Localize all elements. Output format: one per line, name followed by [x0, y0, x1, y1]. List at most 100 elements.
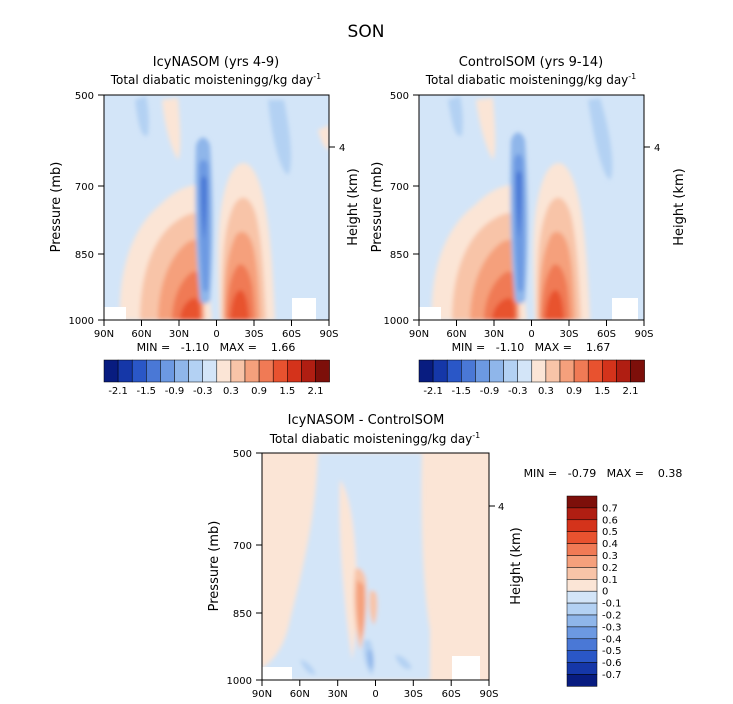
y-axis-left: 500 700 850 1000 Pressure (mb) — [49, 91, 104, 327]
y-tick-label: 1000 — [384, 316, 409, 327]
colorbar-label: 0 — [602, 587, 608, 598]
panel-icynasom: IcyNASOM (yrs 4-9) Total diabatic moiste… — [49, 55, 361, 397]
colorbar-label: 0.3 — [602, 551, 618, 562]
contour-field — [262, 453, 480, 680]
x-tick-label: 90S — [319, 329, 338, 340]
panel-controlsom: ControlSOM (yrs 9-14) Total diabatic moi… — [370, 55, 687, 397]
x-tick-label: 30S — [244, 329, 263, 340]
colorbar-label: 0.9 — [566, 386, 582, 397]
x-tick-label: 30N — [484, 329, 504, 340]
x-axis: 90N 60N 30N 0 30S 60S 90S — [252, 680, 499, 700]
y-axis-label: Pressure (mb) — [370, 162, 385, 253]
colorbar-label: -0.2 — [602, 611, 622, 622]
colorbar-label: 0.9 — [251, 386, 267, 397]
colorbar-label: -0.4 — [602, 634, 622, 645]
contour-field — [419, 96, 638, 320]
y-tick-label: 850 — [390, 250, 409, 261]
x-tick-label: 60S — [442, 689, 461, 700]
x-axis: 90N 60N 30N 0 30S 60S 90S — [409, 320, 654, 340]
right-axis-label: Height (km) — [509, 527, 524, 604]
panel-title: ControlSOM (yrs 9-14) — [459, 55, 603, 70]
x-tick-label: 60S — [282, 329, 301, 340]
x-tick-label: 0 — [213, 329, 219, 340]
y-axis-right: 4 Height (km) — [644, 143, 687, 246]
min-max-readout: MIN = -1.10 MAX = 1.66 — [137, 341, 296, 354]
x-tick-label: 30N — [328, 689, 348, 700]
x-tick-label: 30N — [169, 329, 189, 340]
y-axis-right: 4 Height (km) — [489, 502, 524, 605]
y-tick-label: 700 — [233, 541, 252, 552]
colorbar-label: 0.5 — [602, 527, 618, 538]
y-tick-label: 500 — [390, 91, 409, 102]
colorbar-label: 0.1 — [602, 575, 618, 586]
colorbar-label: 0.4 — [602, 539, 618, 550]
x-tick-label: 0 — [372, 689, 378, 700]
x-tick-label: 0 — [528, 329, 534, 340]
x-tick-label: 90S — [634, 329, 653, 340]
colorbar-label: -1.5 — [137, 386, 157, 397]
x-tick-label: 90N — [94, 329, 114, 340]
y-tick-label: 1000 — [69, 316, 94, 327]
y-axis-label: Pressure (mb) — [49, 162, 64, 253]
y-axis-label: Pressure (mb) — [207, 521, 222, 612]
y-tick-label: 700 — [75, 182, 94, 193]
colorbar-label: -1.5 — [452, 386, 472, 397]
right-axis-label: Height (km) — [672, 168, 687, 245]
right-axis-label: Height (km) — [346, 168, 361, 245]
right-tick-label: 4 — [339, 143, 345, 154]
x-tick-label: 60N — [131, 329, 151, 340]
colorbar-label: -0.3 — [508, 386, 528, 397]
y-tick-label: 850 — [75, 250, 94, 261]
x-tick-label: 60N — [446, 329, 466, 340]
x-axis: 90N 60N 30N 0 30S 60S 90S — [94, 320, 339, 340]
colorbar-label: 1.5 — [594, 386, 610, 397]
panel-subtitle: Total diabatic moisteningg/kg day-1 — [110, 72, 322, 87]
y-tick-label: 500 — [75, 91, 94, 102]
colorbar-label: -0.3 — [193, 386, 213, 397]
colorbar-label: -0.1 — [602, 599, 622, 610]
min-max-readout: MIN = -0.79 MAX = 0.38 — [524, 467, 683, 480]
panel-subtitle: Total diabatic moisteningg/kg day-1 — [425, 72, 637, 87]
y-axis-right: 4 Height (km) — [329, 143, 361, 246]
colorbar-label: -2.1 — [108, 386, 128, 397]
contour-field — [104, 96, 329, 320]
colorbar-label: -0.9 — [480, 386, 500, 397]
x-tick-label: 60S — [597, 329, 616, 340]
y-tick-label: 500 — [233, 449, 252, 460]
y-tick-label: 1000 — [227, 676, 252, 687]
panel-title: IcyNASOM - ControlSOM — [288, 413, 445, 428]
x-tick-label: 30S — [559, 329, 578, 340]
x-tick-label: 90N — [409, 329, 429, 340]
colorbar-label: -0.6 — [602, 658, 622, 669]
y-axis-left: 500 700 850 1000 Pressure (mb) — [207, 449, 262, 687]
colorbar-label: 1.5 — [279, 386, 295, 397]
panel-subtitle: Total diabatic moisteningg/kg day-1 — [269, 431, 481, 446]
y-axis-left: 500 700 850 1000 Pressure (mb) — [370, 91, 419, 327]
colorbar-label: -2.1 — [423, 386, 443, 397]
colorbar-label: 0.3 — [223, 386, 239, 397]
colorbar-label: 0.2 — [602, 563, 618, 574]
x-tick-label: 30S — [404, 689, 423, 700]
colorbar-label: 0.7 — [602, 503, 618, 514]
x-tick-label: 90N — [252, 689, 272, 700]
min-max-readout: MIN = -1.10 MAX = 1.67 — [452, 341, 611, 354]
panel-difference: IcyNASOM - ControlSOM Total diabatic moi… — [207, 413, 682, 700]
colorbar-label: 0.6 — [602, 515, 618, 526]
colorbar-label: 2.1 — [623, 386, 639, 397]
y-tick-label: 700 — [390, 182, 409, 193]
colorbar-label: 2.1 — [308, 386, 324, 397]
figure-title: SON — [348, 22, 385, 42]
right-tick-label: 4 — [498, 502, 504, 513]
colorbar-label: -0.3 — [602, 622, 622, 633]
colorbar: -2.1 -1.5 -0.9 -0.3 0.3 0.9 1.5 2.1 — [418, 359, 645, 397]
colorbar-label: 0.3 — [538, 386, 554, 397]
panel-title: IcyNASOM (yrs 4-9) — [153, 55, 279, 70]
x-tick-label: 60N — [290, 689, 310, 700]
y-tick-label: 850 — [233, 609, 252, 620]
colorbar: -2.1 -1.5 -0.9 -0.3 0.3 0.9 1.5 2.1 — [103, 359, 330, 397]
x-tick-label: 90S — [479, 689, 498, 700]
colorbar-label: -0.5 — [602, 646, 622, 657]
colorbar: 0.7 0.6 0.5 0.4 0.3 0.2 0.1 0 -0.1 -0.2 … — [566, 495, 622, 687]
colorbar-label: -0.9 — [165, 386, 185, 397]
